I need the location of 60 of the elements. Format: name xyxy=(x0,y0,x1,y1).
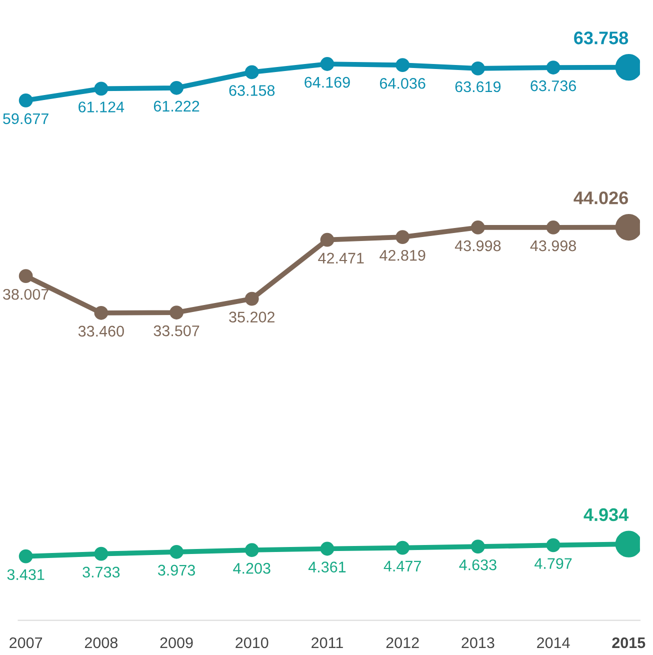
point xyxy=(396,540,410,555)
data-label: 42.819 xyxy=(380,250,426,261)
point xyxy=(94,306,108,320)
data-label: 4.203 xyxy=(233,562,270,574)
data-label: 33.507 xyxy=(154,325,200,336)
data-label: 3.431 xyxy=(7,569,44,580)
data-label: 59.677 xyxy=(3,113,48,124)
x-tick-label: 2012 xyxy=(386,637,419,648)
x-tick-label: 2014 xyxy=(537,637,570,648)
point xyxy=(244,292,259,306)
data-label: 4.797 xyxy=(534,558,572,569)
x-tick-label: 2008 xyxy=(84,637,118,648)
point xyxy=(470,62,485,76)
data-label: 33.460 xyxy=(78,326,124,337)
data-label: 61.222 xyxy=(154,100,200,112)
data-label: 38.007 xyxy=(3,288,48,300)
point xyxy=(18,93,33,108)
data-label: 3.733 xyxy=(82,566,120,578)
x-tick-label: 2015 xyxy=(612,637,646,648)
x-tick-label: 2009 xyxy=(160,637,193,648)
data-label: 4.477 xyxy=(384,560,421,572)
point xyxy=(244,543,259,557)
point xyxy=(170,544,184,559)
point xyxy=(546,60,560,74)
point xyxy=(396,58,410,72)
x-tick-label: 2007 xyxy=(10,637,42,648)
point xyxy=(320,542,334,556)
data-label: 43.998 xyxy=(454,240,501,252)
point xyxy=(470,540,485,554)
point xyxy=(546,220,560,234)
data-label: 43.998 xyxy=(530,240,576,252)
point xyxy=(470,220,485,234)
point xyxy=(320,232,334,247)
data-label: 64.036 xyxy=(380,78,426,89)
point xyxy=(244,65,259,80)
data-label: 61.124 xyxy=(78,102,124,112)
point xyxy=(170,306,184,320)
point xyxy=(546,538,560,552)
x-tick-label: 2010 xyxy=(236,637,268,648)
data-label: 35.202 xyxy=(229,312,274,322)
point xyxy=(94,546,108,561)
data-label: 4.934 xyxy=(584,508,629,522)
data-label: 44.026 xyxy=(574,191,628,204)
point xyxy=(94,82,108,96)
point xyxy=(18,269,33,283)
data-label: 42.471 xyxy=(318,252,364,264)
data-label: 63.758 xyxy=(574,32,628,44)
point xyxy=(170,80,184,95)
x-tick-label: 2013 xyxy=(462,637,494,648)
data-label: 63.619 xyxy=(455,81,501,92)
point xyxy=(396,230,410,244)
data-label: 4.361 xyxy=(308,562,346,572)
x-tick-label: 2011 xyxy=(312,637,343,648)
data-label: 63.158 xyxy=(229,85,275,96)
data-label: 3.973 xyxy=(158,564,195,576)
point xyxy=(18,549,33,564)
point xyxy=(320,57,334,71)
data-label: 4.633 xyxy=(459,559,496,570)
data-label: 64.169 xyxy=(304,76,350,88)
data-label: 63.736 xyxy=(530,80,576,92)
